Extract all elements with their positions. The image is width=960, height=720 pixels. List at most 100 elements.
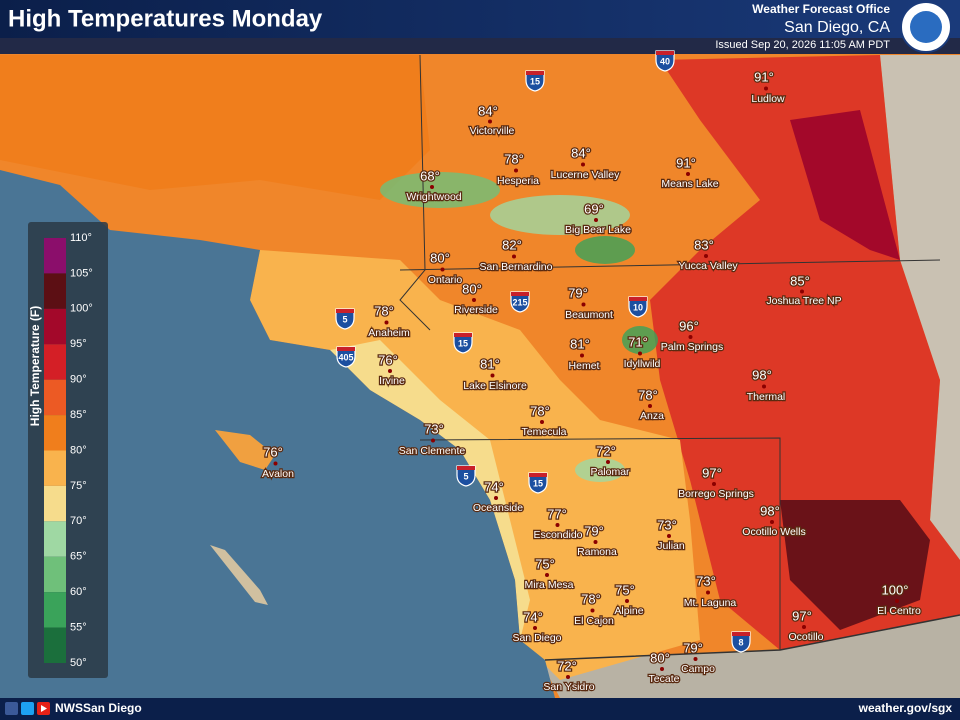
city-name: Thermal [747,391,786,403]
city-temp: 97° [702,465,722,480]
highway-shield [525,70,545,92]
twitter-icon[interactable] [21,702,34,715]
city-dot [693,657,698,661]
city-temp: 84° [478,103,498,118]
city-name: San Diego [512,632,561,644]
shield-top [454,333,472,337]
city-dot [540,420,544,424]
legend-swatch [44,521,66,557]
city-name: San Clemente [399,445,466,457]
legend-box [28,222,108,678]
city-temp: 98° [760,503,780,518]
legend-tick: 105° [70,267,93,279]
city-temp: 75° [535,556,555,571]
city-temp: 78° [581,591,601,606]
city-dot [594,218,598,222]
city-temp: 78° [374,303,394,318]
shield-top [629,297,647,301]
legend-tick: 65° [70,551,87,563]
city-dot [590,608,595,613]
city-name: Idyllwild [624,358,661,370]
highway-label: 10 [633,302,643,312]
legend-tick: 75° [70,480,87,492]
city-name: Mt. Laguna [684,597,737,609]
city-temp: 73° [696,573,716,588]
legend-swatch [44,627,66,663]
city-temp: 78° [530,403,550,418]
city-dot [488,119,492,124]
highway-label: 405 [338,352,353,362]
county-line [399,54,431,331]
city-temp: 77° [547,506,567,521]
city-dot [430,185,434,189]
legend-swatch [44,379,66,416]
city-temp: 80° [650,650,670,665]
city-dot [770,520,774,524]
city-dot [667,534,671,538]
city-dot [494,496,498,500]
city-name: Beaumont [565,309,613,321]
city-name: Escondido [533,529,582,541]
legend-swatch [44,485,66,522]
highway-label: 5 [463,471,468,481]
highway-label: 5 [342,314,347,324]
city-name: Means Lake [661,178,718,190]
url[interactable]: weather.gov/sgx [858,701,953,715]
green-zone [380,172,500,208]
city-dot [431,438,435,443]
city-dot [704,254,708,258]
legend-tick: 70° [70,515,87,527]
shield-top [457,466,475,470]
highway-label: 215 [512,297,527,307]
city-name: Palomar [590,466,630,478]
social-handle[interactable]: NWSSan Diego [55,701,142,715]
city-dot [384,320,389,325]
city-temp: 100° [882,582,909,597]
hot-zone [790,110,900,260]
city-temp: 68° [420,168,440,183]
green-zone [490,195,630,235]
city-dot [580,353,584,358]
city-name: Avalon [262,468,294,480]
city-dot [593,540,598,544]
city-temp: 79° [683,640,703,655]
highway-shield [731,631,751,653]
footer [0,698,960,720]
city-dot [764,86,768,91]
city-name: Campo [681,663,715,675]
legend-swatch [44,273,66,309]
city-dot [566,675,570,679]
city-dot [706,590,710,595]
legend-swatch [44,238,66,274]
city-dot [648,404,652,408]
city-name: Hesperia [497,175,539,187]
title: High Temperatures Monday [8,5,323,32]
shield-top [337,347,355,351]
city-name: Irvine [379,375,405,387]
highway-shield [510,291,530,313]
city-temp: 76° [378,352,398,367]
highways: 15 40 10 5 405 215 15 5 15 8 [335,50,751,653]
city-temp: 81° [480,356,500,371]
highway-shield [456,465,476,487]
city-name: Palm Springs [661,341,723,353]
highway-shield [628,296,648,318]
island [215,430,275,470]
highway-label: 15 [533,478,543,488]
facebook-icon[interactable] [5,702,18,715]
legend-tick: 80° [70,444,87,456]
legend-tick: 100° [70,303,93,315]
hot-zone [780,500,930,630]
nws-logo-inner [910,11,942,43]
city-temp: 80° [462,281,482,296]
location: San Diego, CA [784,19,890,36]
shield-top [656,51,674,55]
city-name: Joshua Tree NP [766,295,841,307]
city-name: Lucerne Valley [551,169,620,181]
city-name: Big Bear Lake [565,224,631,236]
county-line [399,259,941,271]
issued: Issued Sep 20, 2026 11:05 AM PDT [715,39,890,51]
shield-top [529,473,547,477]
